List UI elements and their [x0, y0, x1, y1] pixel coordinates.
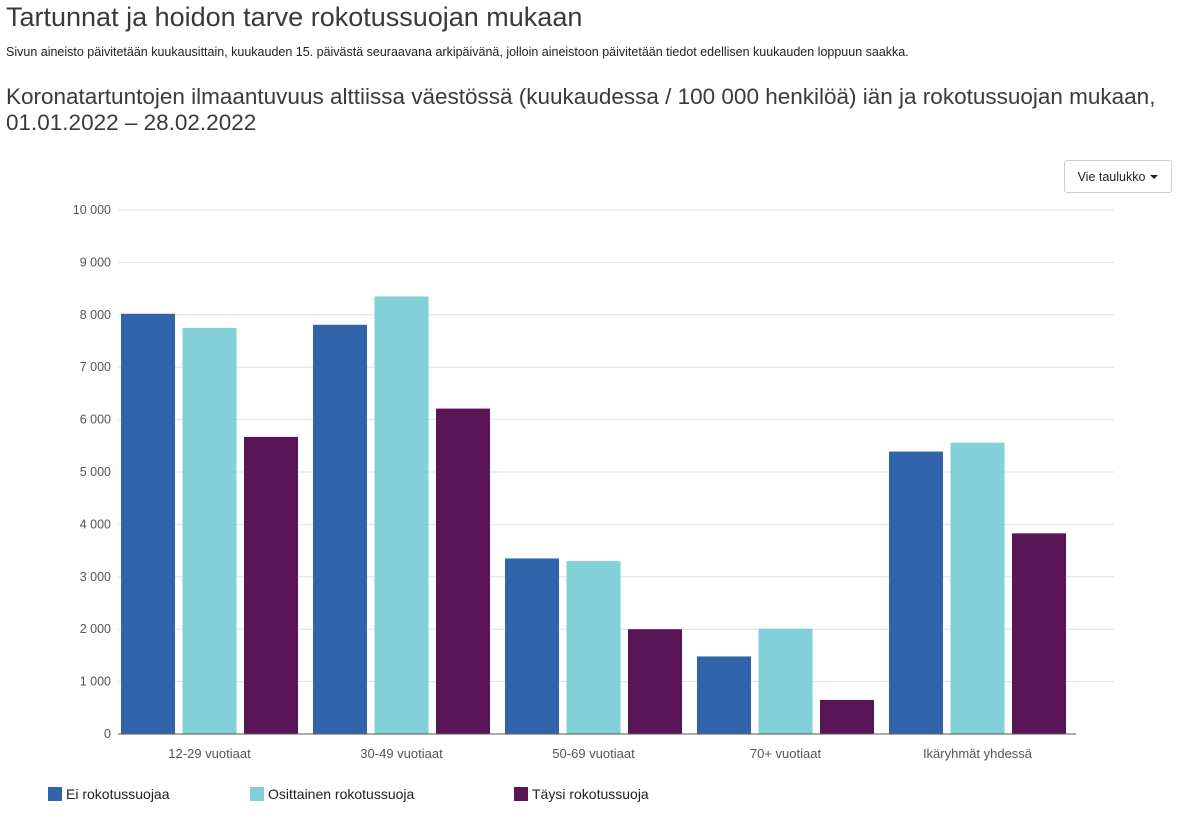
legend-swatch: [250, 787, 264, 801]
y-tick-label: 4 000: [80, 517, 111, 531]
bar-osittainen-rokotussuoja-4[interactable]: [950, 442, 1005, 734]
legend-item[interactable]: Osittainen rokotussuoja: [250, 786, 414, 802]
y-tick-label: 1 000: [80, 675, 111, 689]
legend-item[interactable]: Ei rokotussuojaa: [48, 786, 170, 802]
y-tick-label: 7 000: [80, 360, 111, 374]
bar-ei-rokotussuojaa-2[interactable]: [505, 558, 559, 734]
bar-osittainen-rokotussuoja-2[interactable]: [566, 561, 621, 734]
bar-täysi-rokotussuoja-2[interactable]: [628, 629, 682, 734]
bar-täysi-rokotussuoja-4[interactable]: [1012, 533, 1066, 734]
legend-item[interactable]: Täysi rokotussuoja: [514, 786, 649, 802]
export-table-button[interactable]: Vie taulukko: [1064, 160, 1172, 193]
y-tick-label: 3 000: [80, 570, 111, 584]
y-tick-label: 6 000: [80, 413, 111, 427]
caret-down-icon: [1150, 174, 1159, 179]
x-axis-labels: 12-29 vuotiaat 30-49 vuotiaat 50-69 vuotia…: [168, 746, 1033, 761]
bar-täysi-rokotussuoja-0[interactable]: [244, 436, 298, 734]
x-tick-label: 70+ vuotiaat: [750, 746, 822, 761]
page-title: Tartunnat ja hoidon tarve rokotussuojan …: [6, 2, 583, 32]
bar-täysi-rokotussuoja-1[interactable]: [436, 408, 490, 734]
legend-swatch: [514, 787, 528, 801]
bar-ei-rokotussuojaa-4[interactable]: [889, 451, 943, 734]
bar-ei-rokotussuojaa-0[interactable]: [121, 313, 175, 734]
x-tick-label: 50-69 vuotiaat: [552, 746, 635, 761]
y-tick-label: 9 000: [80, 255, 111, 269]
bar-osittainen-rokotussuoja-1[interactable]: [374, 296, 429, 734]
bar-täysi-rokotussuoja-3[interactable]: [820, 699, 874, 734]
y-tick-label: 8 000: [80, 308, 111, 322]
bar-osittainen-rokotussuoja-3[interactable]: [758, 628, 813, 734]
y-tick-label: 2 000: [80, 622, 111, 636]
x-tick-label: Ikäryhmät yhdessä: [923, 746, 1033, 761]
export-table-label: Vie taulukko: [1077, 169, 1146, 184]
bar-ei-rokotussuojaa-3[interactable]: [697, 656, 751, 734]
y-tick-label: 0: [104, 727, 111, 741]
bars: [121, 296, 1066, 734]
legend-label: Osittainen rokotussuoja: [268, 786, 415, 802]
update-note: Sivun aineisto päivitetään kuukausittain…: [6, 45, 909, 59]
bar-osittainen-rokotussuoja-0[interactable]: [182, 327, 237, 734]
legend-swatch: [48, 787, 62, 801]
x-tick-label: 30-49 vuotiaat: [360, 746, 443, 761]
x-tick-label: 12-29 vuotiaat: [168, 746, 251, 761]
legend-label: Ei rokotussuojaa: [66, 786, 170, 802]
legend-label: Täysi rokotussuoja: [532, 786, 649, 802]
y-axis-ticks: 0 1 000 2 000 3 000 4 000 5 000 6 000 7 000 8 00…: [73, 203, 111, 741]
y-tick-label: 5 000: [80, 465, 111, 479]
bar-ei-rokotussuojaa-1[interactable]: [313, 324, 367, 734]
chart-title: Koronatartuntojen ilmaantuvuus alttiissa…: [6, 84, 1156, 135]
y-tick-label: 10 000: [73, 203, 111, 217]
